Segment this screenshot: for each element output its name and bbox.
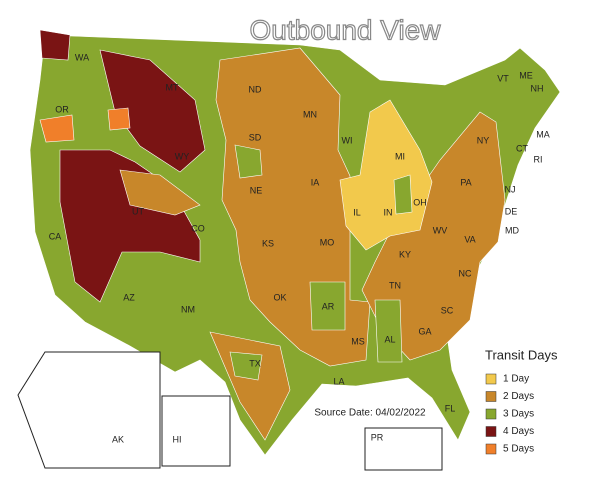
legend: 1 Day 2 Days 3 Days 4 Days 5 Days — [485, 373, 534, 455]
puerto-rico-box — [364, 427, 443, 471]
legend-label: 4 Days — [503, 426, 534, 437]
state-label: NM — [181, 304, 195, 314]
region — [234, 144, 263, 179]
region — [374, 299, 403, 363]
state-label: NY — [477, 135, 490, 145]
state-label: WY — [175, 151, 190, 161]
state-label: LA — [333, 376, 344, 386]
region — [361, 111, 506, 361]
state-label: MO — [320, 237, 335, 247]
state-label: SD — [249, 132, 262, 142]
state-label: CT — [516, 143, 528, 153]
region — [209, 331, 291, 441]
state-label: FL — [445, 403, 456, 413]
state-label: IL — [353, 207, 361, 217]
state-label: AZ — [123, 292, 135, 302]
state-label: VT — [497, 73, 509, 83]
state-label: CA — [49, 231, 62, 241]
state-label: NC — [459, 268, 472, 278]
state-label: AL — [384, 334, 395, 344]
state-label: MT — [166, 82, 179, 92]
inset-label: HI — [173, 434, 182, 444]
state-label: WA — [75, 52, 89, 62]
state-label: KS — [262, 238, 274, 248]
state-label: CO — [191, 223, 205, 233]
state-label: UT — [132, 206, 144, 216]
inset-label: AK — [112, 434, 124, 444]
legend-swatch — [485, 443, 497, 455]
state-label: AR — [322, 301, 335, 311]
map-title: Outbound View — [250, 14, 442, 45]
region — [107, 107, 131, 131]
legend-swatch — [485, 426, 497, 437]
state-label: OH — [413, 197, 427, 207]
state-label: MS — [351, 336, 365, 346]
inset-label: PR — [371, 432, 384, 442]
legend-label: 2 Days — [503, 391, 534, 402]
legend-swatch — [485, 408, 497, 420]
state-label: VA — [464, 234, 475, 244]
state-label: OK — [273, 292, 286, 302]
source-date: Source Date: 04/02/2022 — [314, 408, 426, 419]
state-label: ME — [519, 70, 533, 80]
region — [119, 169, 201, 216]
state-label: NE — [250, 185, 263, 195]
state-label: MN — [303, 109, 317, 119]
state-label: TX — [249, 358, 261, 368]
legend-label: 1 Day — [503, 374, 529, 385]
legend-label: 3 Days — [503, 409, 534, 420]
legend-swatch — [485, 391, 497, 402]
region — [39, 114, 75, 143]
state-label: DE — [505, 206, 518, 216]
state-label: TN — [389, 280, 401, 290]
legend-swatch — [485, 373, 497, 385]
legend-title: Transit Days — [485, 347, 558, 362]
state-label: OR — [55, 104, 69, 114]
state-label: MD — [505, 225, 519, 235]
state-label: KY — [399, 249, 411, 259]
state-label: MA — [536, 129, 550, 139]
state-label: IN — [384, 207, 393, 217]
state-label: IA — [311, 177, 320, 187]
state-label: WV — [433, 225, 448, 235]
state-label: RI — [534, 154, 543, 164]
state-label: SC — [441, 305, 454, 315]
region — [39, 29, 71, 61]
legend-label: 5 Days — [503, 444, 534, 455]
region — [229, 351, 263, 381]
hawaii-box — [161, 395, 231, 467]
state-label: NJ — [505, 184, 516, 194]
state-label: NH — [531, 83, 544, 93]
alaska-box — [17, 351, 161, 469]
state-label: GA — [418, 326, 431, 336]
state-label: ND — [249, 84, 262, 94]
region — [309, 281, 346, 331]
insets — [17, 351, 443, 471]
state-label: MI — [395, 151, 405, 161]
state-label: PA — [460, 177, 471, 187]
state-label: WI — [342, 135, 353, 145]
region — [393, 174, 413, 215]
